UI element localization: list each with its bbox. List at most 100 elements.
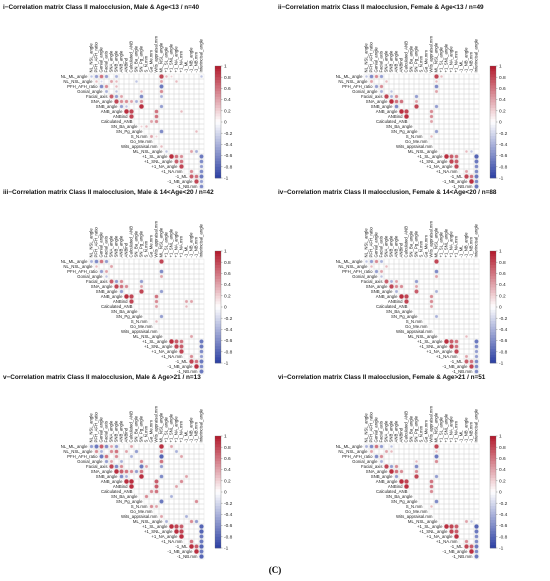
colorbar-segment bbox=[490, 124, 496, 128]
colorbar-segment bbox=[490, 469, 496, 473]
correlation-circle bbox=[379, 259, 384, 264]
row-label: S_N.mm bbox=[131, 504, 148, 509]
correlation-circle bbox=[119, 279, 124, 284]
column-label: -1_NB_angle bbox=[189, 417, 194, 443]
correlation-circle bbox=[199, 169, 204, 174]
grid-cell bbox=[183, 493, 190, 500]
grid-cell bbox=[168, 448, 175, 455]
row-label: -1_ML bbox=[450, 174, 463, 179]
grid-cell bbox=[383, 88, 390, 95]
row-label: S_N.mm bbox=[406, 319, 423, 324]
grid-cell bbox=[188, 488, 195, 495]
column-label: S_N.mm bbox=[144, 425, 149, 442]
grid-cell bbox=[148, 108, 155, 115]
grid-cell bbox=[433, 308, 440, 315]
colorbar-segment bbox=[215, 525, 221, 529]
grid-cell bbox=[423, 113, 430, 120]
grid-cell bbox=[188, 478, 195, 485]
row-label: Wits_appraisal.mm bbox=[396, 514, 433, 519]
correlation-circle bbox=[470, 150, 473, 153]
correlation-circle bbox=[469, 549, 474, 554]
grid-cell bbox=[183, 118, 190, 125]
colorbar-segment bbox=[215, 444, 221, 448]
grid-cell bbox=[433, 293, 440, 300]
grid-cell bbox=[473, 143, 480, 150]
colorbar-segment bbox=[490, 520, 496, 524]
grid-cell bbox=[188, 453, 195, 460]
grid-cell bbox=[468, 513, 475, 520]
grid-cell bbox=[198, 478, 205, 485]
grid-cell bbox=[438, 303, 445, 310]
correlation-panel: ii−Correlation matrix Class II malocclus… bbox=[278, 4, 546, 190]
colorbar-segment bbox=[490, 466, 496, 470]
grid-cell bbox=[183, 458, 190, 465]
column-label: +1_SL_angle bbox=[164, 416, 169, 442]
correlation-circle bbox=[469, 364, 474, 369]
grid-cell bbox=[473, 303, 480, 310]
grid-cell bbox=[198, 443, 205, 450]
grid-cell bbox=[128, 103, 135, 110]
correlation-circle bbox=[389, 464, 394, 469]
grid-cell bbox=[173, 498, 180, 505]
colorbar-segment bbox=[490, 309, 496, 313]
grid-cell bbox=[408, 283, 415, 290]
colorbar-tick-label: 0.6 bbox=[499, 456, 506, 462]
grid-cell bbox=[428, 453, 435, 460]
row-label: SN_Ba_angle bbox=[111, 309, 138, 314]
grid-cell bbox=[193, 123, 200, 130]
grid-cell bbox=[163, 308, 170, 315]
grid-cell bbox=[463, 348, 470, 355]
correlation-circle bbox=[154, 299, 159, 304]
colorbar-segment bbox=[215, 539, 221, 543]
row-label: Calculated_ANB bbox=[376, 119, 408, 124]
grid-cell bbox=[138, 258, 145, 265]
grid-cell bbox=[183, 78, 190, 85]
grid-cell bbox=[418, 78, 425, 85]
grid-cell bbox=[133, 288, 140, 295]
grid-cell bbox=[408, 468, 415, 475]
grid-cell bbox=[198, 288, 205, 295]
grid-cell bbox=[443, 488, 450, 495]
correlation-circle bbox=[179, 349, 184, 354]
correlation-circle bbox=[440, 75, 443, 78]
row-label: Go_Me.mm bbox=[130, 324, 153, 329]
grid-cell bbox=[183, 443, 190, 450]
grid-cell bbox=[443, 263, 450, 270]
colorbar-tick-label: -0.4 bbox=[499, 327, 508, 333]
colorbar-segment bbox=[215, 169, 221, 173]
grid-cell bbox=[453, 453, 460, 460]
grid-cell bbox=[193, 298, 200, 305]
colorbar-segment bbox=[215, 534, 221, 538]
grid-cell bbox=[443, 443, 450, 450]
grid-cell bbox=[473, 503, 480, 510]
grid-cell bbox=[443, 128, 450, 135]
correlation-circle bbox=[430, 505, 433, 508]
grid-cell bbox=[423, 73, 430, 80]
grid-cell bbox=[458, 458, 465, 465]
colorbar-segment bbox=[490, 293, 496, 297]
grid-cell bbox=[168, 308, 175, 315]
grid-cell bbox=[123, 93, 130, 100]
correlation-circle bbox=[105, 275, 108, 278]
grid-cell bbox=[108, 258, 115, 265]
colorbar-tick-label: -0.8 bbox=[224, 534, 233, 540]
grid-cell bbox=[413, 273, 420, 280]
grid-cell bbox=[448, 88, 455, 95]
grid-cell bbox=[443, 308, 450, 315]
grid-cell bbox=[413, 303, 420, 310]
colorbar-tick-label: 0.2 bbox=[499, 293, 506, 299]
grid-cell bbox=[458, 93, 465, 100]
grid-cell bbox=[418, 73, 425, 80]
grid-cell bbox=[173, 263, 180, 270]
grid-cell bbox=[128, 78, 135, 85]
correlation-circle bbox=[429, 479, 434, 484]
grid-cell bbox=[463, 478, 470, 485]
colorbar-segment bbox=[490, 68, 496, 72]
column-label: Interincisal_angle bbox=[199, 38, 204, 72]
grid-cell bbox=[453, 473, 460, 480]
grid-cell bbox=[443, 98, 450, 105]
correlation-circle bbox=[379, 454, 384, 459]
correlation-circle bbox=[129, 299, 134, 304]
correlation-circle bbox=[389, 469, 394, 474]
grid-cell bbox=[173, 308, 180, 315]
